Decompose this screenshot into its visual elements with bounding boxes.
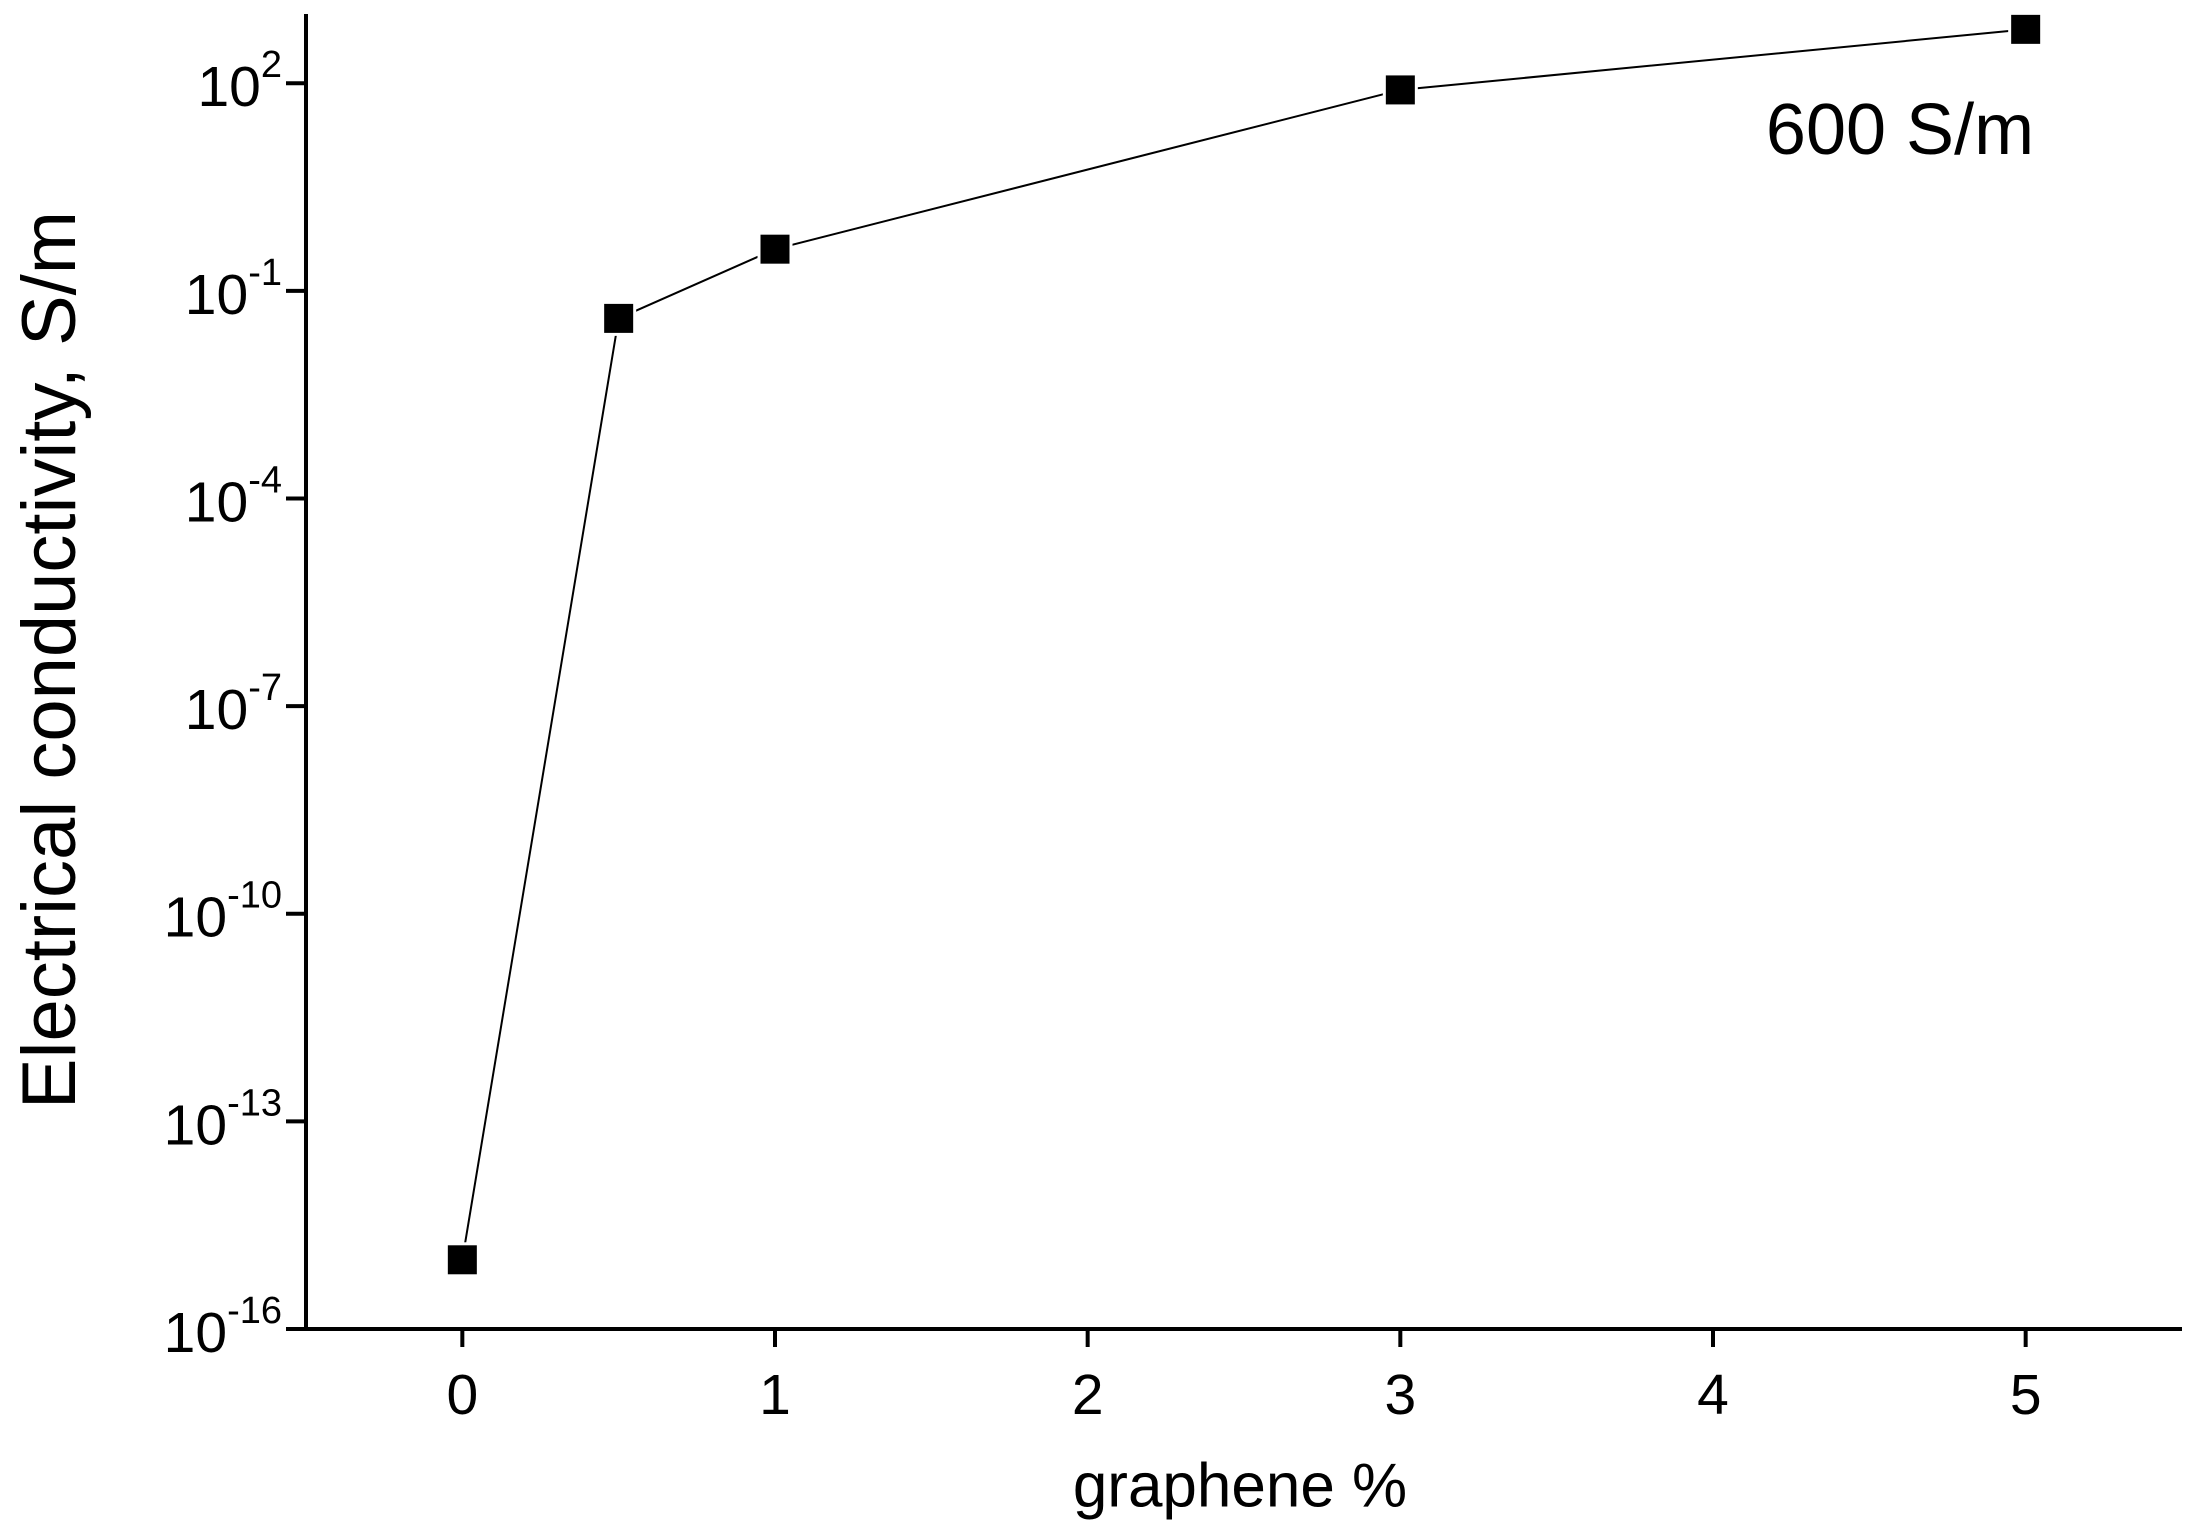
y-tick-label: 10-7	[185, 667, 282, 742]
marker	[2008, 11, 2044, 47]
y-tick-base: 10	[185, 678, 248, 742]
x-tick-label: 3	[1384, 1363, 1416, 1427]
y-tick-base: 10	[164, 1301, 227, 1365]
y-axis-label: Electrical conductivity, S/m	[7, 211, 92, 1109]
y-tick-exponent: -13	[227, 1082, 282, 1124]
x-tick-label: 4	[1697, 1363, 1729, 1427]
x-tick-label: 5	[2010, 1363, 2042, 1427]
marker	[601, 300, 637, 336]
marker	[757, 231, 793, 267]
y-tick-base: 10	[197, 55, 260, 119]
y-tick-label: 10-13	[164, 1082, 282, 1157]
y-tick-base: 10	[164, 1093, 227, 1157]
x-tick-label: 2	[1072, 1363, 1104, 1427]
y-tick-base: 10	[185, 263, 248, 327]
y-tick-exponent: -1	[248, 252, 282, 294]
y-tick-base: 10	[185, 471, 248, 535]
data-line	[461, 28, 2026, 1260]
y-tick-label: 10-1	[185, 252, 282, 327]
y-tick-label: 10-16	[164, 1290, 282, 1365]
marker	[1382, 72, 1418, 108]
y-tick-label: 102	[197, 44, 282, 119]
y-tick-label: 10-4	[185, 460, 282, 535]
annotation: 600 S/m	[1766, 90, 2034, 170]
x-tick-label: 1	[759, 1363, 791, 1427]
y-tick-exponent: -7	[248, 667, 282, 709]
y-tick-label: 10-10	[164, 875, 282, 950]
y-tick-exponent: 2	[261, 44, 282, 86]
y-tick-base: 10	[164, 886, 227, 950]
x-axis-label: graphene %	[1073, 1451, 1407, 1520]
marker	[444, 1242, 480, 1278]
y-tick-exponent: -4	[248, 460, 282, 502]
y-tick-exponent: -16	[227, 1290, 282, 1332]
y-tick-exponent: -10	[227, 875, 282, 917]
x-tick-label: 0	[446, 1363, 478, 1427]
